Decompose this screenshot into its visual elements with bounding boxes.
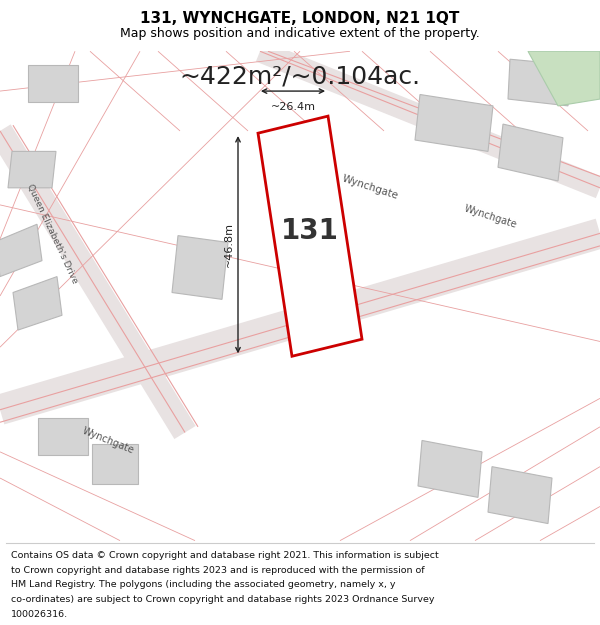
Polygon shape bbox=[8, 151, 56, 188]
Polygon shape bbox=[415, 94, 493, 151]
Text: to Crown copyright and database rights 2023 and is reproduced with the permissio: to Crown copyright and database rights 2… bbox=[11, 566, 424, 574]
Text: Contains OS data © Crown copyright and database right 2021. This information is : Contains OS data © Crown copyright and d… bbox=[11, 551, 439, 560]
Polygon shape bbox=[498, 124, 563, 181]
Polygon shape bbox=[172, 236, 228, 299]
Text: 100026316.: 100026316. bbox=[11, 610, 68, 619]
Polygon shape bbox=[92, 444, 138, 484]
Text: ~422m²/~0.104ac.: ~422m²/~0.104ac. bbox=[179, 65, 421, 89]
Polygon shape bbox=[0, 224, 42, 277]
Polygon shape bbox=[488, 467, 552, 524]
Polygon shape bbox=[13, 277, 62, 330]
Text: 131: 131 bbox=[281, 217, 339, 245]
Text: ~46.8m: ~46.8m bbox=[224, 222, 234, 268]
Text: Wynchgate: Wynchgate bbox=[462, 203, 518, 229]
Polygon shape bbox=[418, 441, 482, 498]
Polygon shape bbox=[28, 65, 78, 102]
Polygon shape bbox=[528, 51, 600, 106]
Text: co-ordinates) are subject to Crown copyright and database rights 2023 Ordnance S: co-ordinates) are subject to Crown copyr… bbox=[11, 595, 434, 604]
Text: Wynchgate: Wynchgate bbox=[80, 426, 136, 456]
Text: HM Land Registry. The polygons (including the associated geometry, namely x, y: HM Land Registry. The polygons (includin… bbox=[11, 580, 395, 589]
Text: Queen Elizabeth's Drive: Queen Elizabeth's Drive bbox=[25, 182, 79, 284]
Polygon shape bbox=[508, 59, 570, 106]
Text: Wynchgate: Wynchgate bbox=[341, 174, 400, 202]
Polygon shape bbox=[38, 418, 88, 455]
Text: Map shows position and indicative extent of the property.: Map shows position and indicative extent… bbox=[120, 27, 480, 40]
Text: 131, WYNCHGATE, LONDON, N21 1QT: 131, WYNCHGATE, LONDON, N21 1QT bbox=[140, 11, 460, 26]
Polygon shape bbox=[258, 116, 362, 356]
Text: ~26.4m: ~26.4m bbox=[271, 102, 316, 112]
